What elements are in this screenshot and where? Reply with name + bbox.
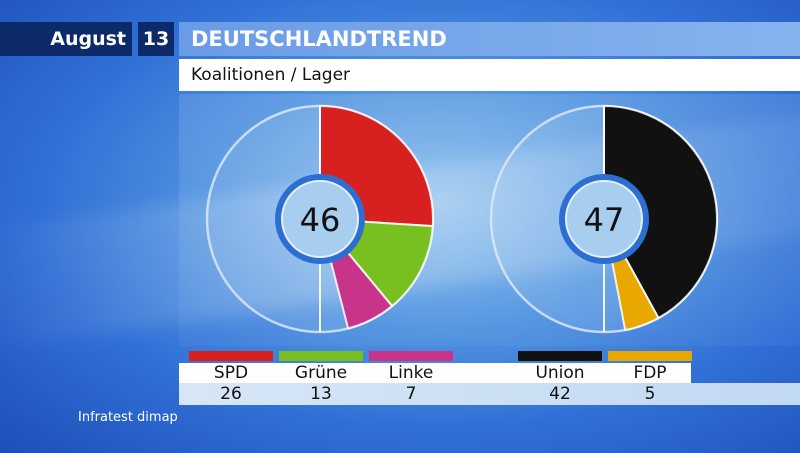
date-month: August (0, 22, 132, 56)
legend-value-spd: 26 (220, 384, 242, 404)
legend-bar-spd (189, 351, 273, 361)
legend-label-union: Union (535, 363, 585, 383)
page-title: DEUTSCHLANDTREND (179, 22, 800, 56)
pie-right-center-label: 47 (584, 201, 625, 239)
legend-bar-linke (369, 351, 453, 361)
legend-label-strip (179, 363, 691, 383)
legend-bar-union (518, 351, 602, 361)
pie-slice-union (603, 104, 718, 320)
legend-bar-gruene (279, 351, 363, 361)
legend-label-spd: SPD (213, 363, 249, 383)
chart-panel: 46 47 (179, 94, 800, 346)
coalition-chart: 46 47 (205, 104, 719, 334)
pie-left-hub (281, 180, 359, 258)
legend-value-linke: 7 (405, 384, 417, 404)
legend-label-fdp: FDP (633, 363, 667, 383)
page-subtitle: Koalitionen / Lager (179, 59, 800, 91)
legend-value-union: 42 (549, 384, 571, 404)
legend-value-strip (179, 383, 800, 405)
legend-value-fdp: 5 (644, 384, 656, 404)
date-day: 13 (138, 22, 174, 56)
pie-right-coalition: 47 (489, 104, 719, 334)
pie-left-coalition: 46 (205, 104, 435, 334)
legend-label-linke: Linke (388, 363, 434, 383)
legend-label-gruene: Grüne (294, 363, 348, 383)
pie-left-center-label: 46 (300, 201, 341, 239)
legend-value-gruene: 13 (310, 384, 332, 404)
source-label: Infratest dimap (78, 410, 178, 425)
pie-right-hub (565, 180, 643, 258)
legend-bar-fdp (608, 351, 692, 361)
